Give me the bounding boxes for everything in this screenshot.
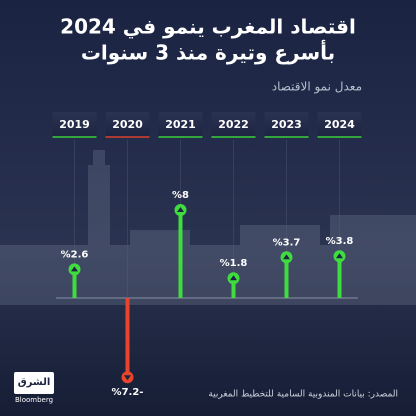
x-tick-label: 2020 (112, 118, 143, 131)
year-box (105, 112, 150, 138)
value-label: %2.6 (61, 249, 89, 260)
title-line: بأسرع وتيرة منذ 3 سنوات (81, 39, 335, 65)
x-tick-label: 2023 (271, 118, 302, 131)
tip-arrow (71, 266, 78, 272)
logo-partner: Bloomberg (15, 396, 53, 404)
x-tick-label: 2019 (59, 118, 90, 131)
tip-arrow (336, 253, 343, 259)
logo: الشرق (18, 377, 51, 388)
year-box (211, 112, 256, 138)
source: المصدر: بيانات المندوبية السامية للتخطيط… (208, 390, 398, 400)
tip-arrow (124, 375, 131, 381)
year-box (158, 112, 203, 138)
year-box-edge (317, 136, 362, 138)
title-line: اقتصاد المغرب ينمو في 2024 (60, 15, 356, 40)
value-label: %3.8 (326, 236, 354, 247)
value-label: %1.8 (220, 258, 248, 269)
year-box-edge (52, 136, 97, 138)
subtitle: معدل نمو الاقتصاد (272, 80, 362, 95)
year-box-edge (264, 136, 309, 138)
logo-box (14, 372, 54, 394)
x-tick-label: 2024 (324, 118, 355, 131)
city-silhouette (0, 150, 416, 305)
year-box-edge (211, 136, 256, 138)
tip-arrow (230, 275, 237, 281)
value-label: %8 (172, 190, 189, 201)
year-box (264, 112, 309, 138)
year-box-edge (158, 136, 203, 138)
value-label: %3.7 (273, 237, 301, 248)
year-box-edge (105, 136, 150, 138)
year-box (317, 112, 362, 138)
value-label: %7.2- (112, 387, 144, 398)
x-tick-label: 2021 (165, 118, 196, 131)
year-box (52, 112, 97, 138)
tip-arrow (283, 254, 290, 260)
x-tick-label: 2022 (218, 118, 249, 131)
tip-arrow (177, 207, 184, 212)
